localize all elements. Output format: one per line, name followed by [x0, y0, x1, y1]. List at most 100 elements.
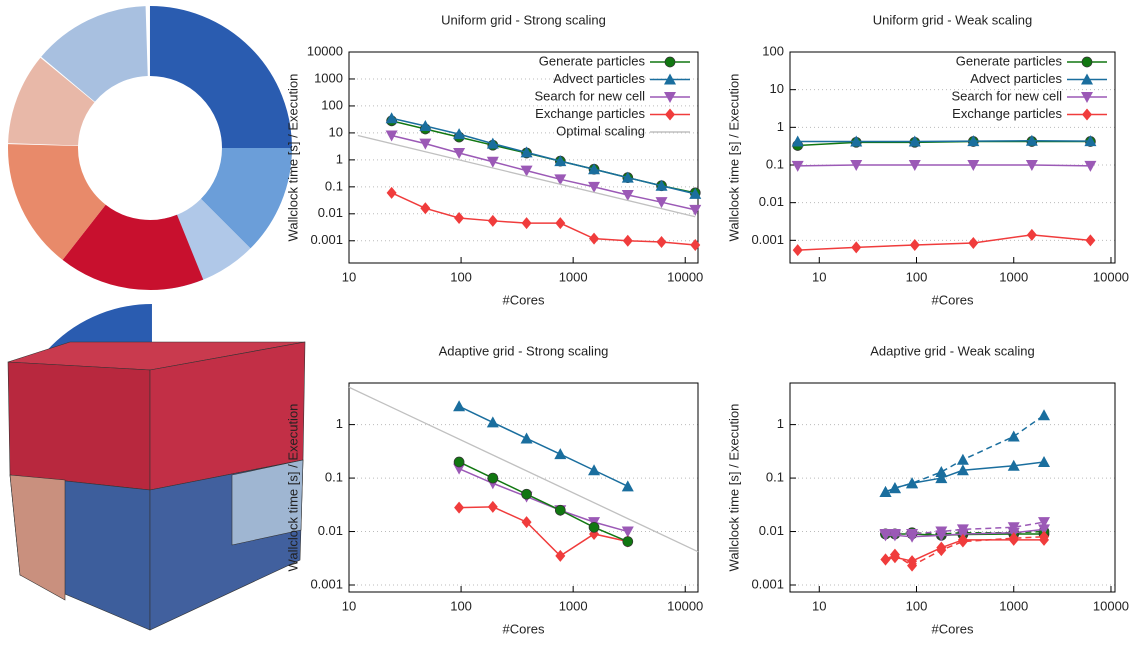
marker: [850, 159, 863, 171]
legend-marker: [1081, 92, 1093, 103]
x-tick-label: 100: [450, 598, 472, 613]
marker: [554, 504, 566, 516]
marker: [1085, 234, 1096, 247]
x-tick-label: 1000: [559, 269, 588, 284]
y-tick-label: 1000: [314, 70, 343, 85]
marker: [453, 400, 466, 412]
chart-title: Uniform grid - Weak scaling: [873, 12, 1032, 27]
legend-label: Generate particles: [539, 53, 646, 68]
x-tick-label: 10000: [1093, 269, 1129, 284]
marker: [521, 488, 532, 500]
marker: [791, 135, 804, 147]
x-axis-label: #Cores: [503, 292, 545, 307]
plot-frame: [348, 382, 699, 593]
x-tick-label: 10000: [667, 598, 703, 613]
marker: [957, 535, 968, 548]
marker: [908, 135, 921, 147]
ring-segment: [10, 304, 294, 588]
marker: [520, 146, 533, 158]
marker: [555, 549, 566, 562]
marker: [385, 130, 398, 142]
marker: [487, 214, 498, 227]
x-tick-label: 10000: [667, 269, 703, 284]
marker: [588, 521, 600, 533]
marker: [956, 524, 969, 536]
legend-marker: [665, 108, 675, 121]
x-tick-label: 100: [450, 269, 472, 284]
marker: [520, 432, 533, 444]
marker: [1007, 459, 1020, 471]
legend-marker: [664, 56, 676, 68]
y-tick-label: 100: [762, 43, 784, 58]
series-line: [797, 164, 1091, 167]
x-tick-label: 1000: [559, 598, 588, 613]
ring-segment: [8, 6, 292, 290]
y-tick-label: 0.1: [325, 178, 343, 193]
marker: [486, 156, 499, 168]
x-tick-label: 100: [906, 598, 928, 613]
marker: [850, 135, 863, 147]
marker: [1038, 524, 1051, 536]
marker: [622, 234, 633, 247]
y-axis-label: Wallclock time [s] / Execution: [726, 404, 741, 572]
marker: [419, 120, 432, 132]
marker: [588, 464, 601, 476]
y-tick-label: 100: [321, 97, 343, 112]
marker: [521, 516, 532, 529]
marker: [956, 453, 969, 465]
marker: [453, 128, 466, 140]
y-tick-label: 1: [336, 416, 343, 431]
legend-label: Optimal scaling: [556, 123, 645, 138]
y-tick-label: 10: [770, 81, 784, 96]
y-tick-label: 0.1: [325, 470, 343, 485]
plot-frame: [789, 382, 1116, 593]
series-line: [797, 140, 1091, 143]
x-axis-label: #Cores: [503, 621, 545, 636]
legend-marker: [1081, 73, 1093, 85]
x-tick-label: 10: [812, 598, 826, 613]
marker: [420, 202, 431, 215]
marker: [554, 174, 567, 186]
x-tick-label: 10: [342, 269, 356, 284]
ring-segment: [8, 6, 292, 290]
x-tick-label: 100: [906, 269, 928, 284]
marker: [621, 526, 634, 538]
marker: [1025, 159, 1038, 171]
marker: [690, 238, 701, 251]
marker: [386, 186, 397, 199]
marker: [1084, 135, 1097, 147]
y-tick-label: 1: [336, 151, 343, 166]
marker: [689, 187, 702, 199]
marker: [588, 181, 601, 193]
cube-right-patch: [231, 459, 304, 546]
marker: [909, 239, 920, 252]
marker: [906, 528, 919, 540]
marker: [967, 159, 980, 171]
y-axis-label: Wallclock time [s] / Execution: [285, 74, 300, 242]
y-axis-label: Wallclock time [s] / Execution: [285, 404, 300, 572]
marker: [689, 204, 702, 216]
legend-marker: [1081, 56, 1093, 68]
ring-segment: [7, 5, 292, 290]
marker: [419, 138, 432, 150]
series-line: [459, 506, 628, 557]
marker: [1007, 430, 1020, 442]
marker: [453, 147, 466, 159]
y-tick-label: 0.001: [751, 232, 784, 247]
marker: [792, 244, 803, 257]
legend-marker: [664, 73, 676, 85]
legend-label: Exchange particles: [952, 106, 1062, 121]
series-line: [348, 386, 699, 553]
marker: [621, 171, 634, 183]
legend-label: Generate particles: [956, 53, 1063, 68]
marker: [906, 477, 919, 489]
x-tick-label: 1000: [999, 598, 1028, 613]
marker: [936, 544, 947, 557]
legend-marker: [1082, 108, 1092, 121]
marker: [621, 189, 634, 201]
marker: [967, 135, 980, 147]
marker: [453, 456, 465, 468]
marker: [1084, 160, 1097, 172]
marker: [791, 160, 804, 172]
